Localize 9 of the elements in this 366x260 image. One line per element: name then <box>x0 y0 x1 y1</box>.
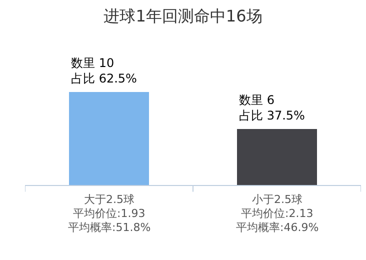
text: 平均价位:2.13 <box>241 207 314 220</box>
chart-title: 进球1年回测命中16场 <box>104 6 262 26</box>
text: 平均概率:51.8% <box>68 221 151 234</box>
data-label: 数里 10 占比 62.5% <box>71 56 137 86</box>
text: 平均价位:1.93 <box>73 207 146 220</box>
data-label: 数里 6 占比 37.5% <box>239 93 305 123</box>
x-tick-label: 小于2.5球 <box>252 193 302 206</box>
x-tick-label: 大于2.5球 <box>84 193 134 206</box>
text: 平均概率:46.9% <box>236 221 319 234</box>
